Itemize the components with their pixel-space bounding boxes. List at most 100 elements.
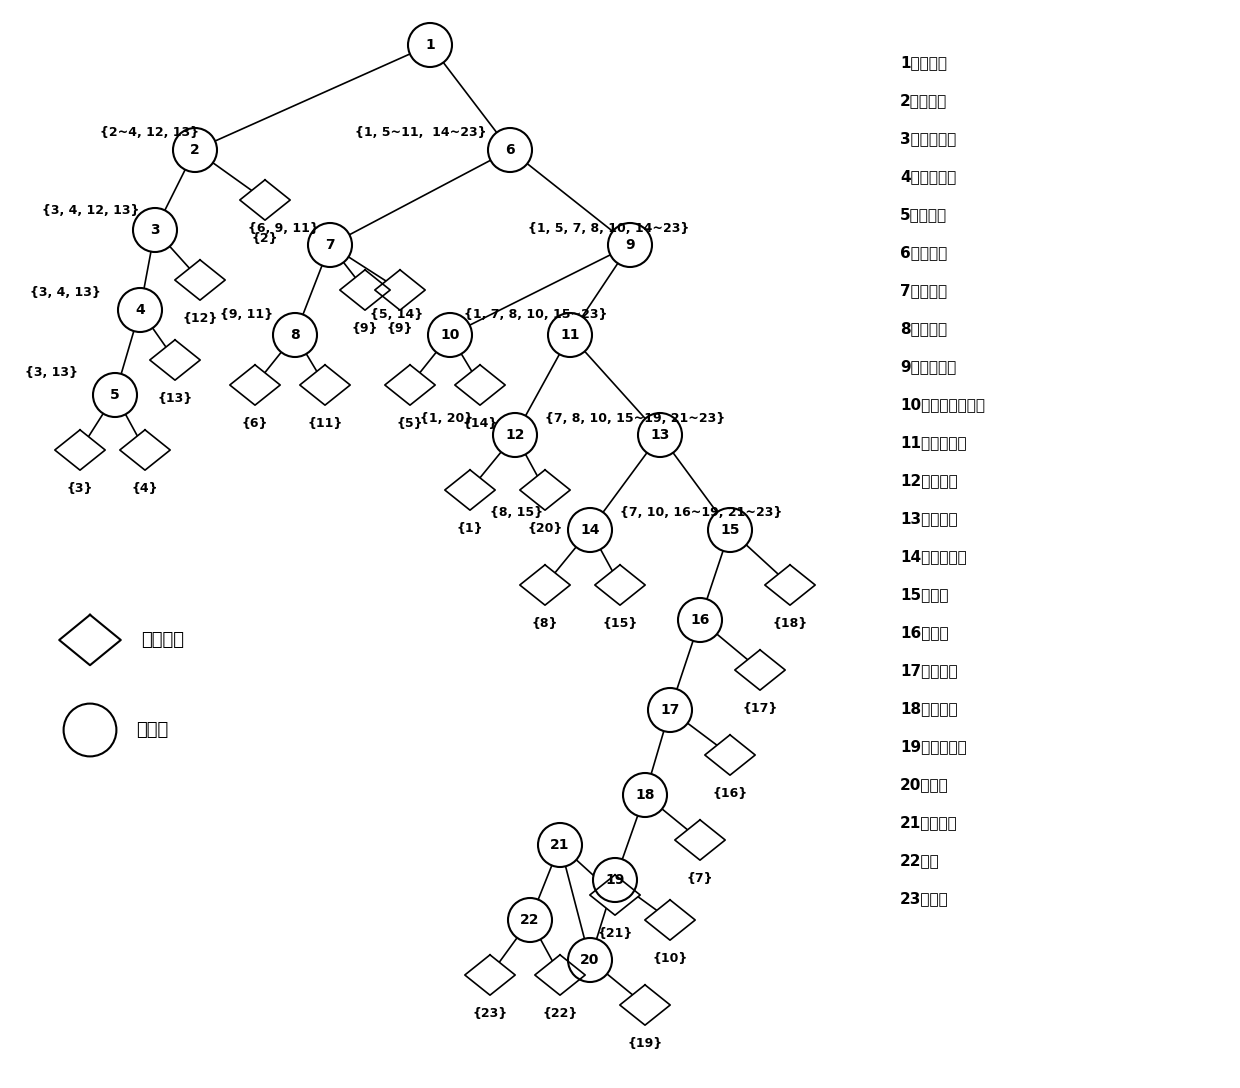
Text: 6苜蓿夜蛾: 6苜蓿夜蛾	[900, 245, 947, 260]
Text: 3: 3	[150, 223, 160, 237]
Text: {8, 15}: {8, 15}	[490, 507, 543, 519]
Polygon shape	[55, 430, 105, 470]
Text: 17: 17	[661, 703, 680, 717]
Circle shape	[608, 223, 652, 267]
Text: 12: 12	[505, 428, 525, 442]
Text: 8毛翅夜蛾: 8毛翅夜蛾	[900, 321, 947, 336]
Text: 23蓝豆娘: 23蓝豆娘	[900, 891, 949, 906]
Circle shape	[508, 898, 552, 942]
Text: {1, 5~11,  14~23}: {1, 5~11, 14~23}	[355, 126, 486, 139]
Polygon shape	[445, 470, 495, 510]
Text: 5: 5	[110, 388, 120, 401]
Polygon shape	[60, 615, 120, 665]
Text: 18: 18	[635, 788, 655, 802]
Text: 12白雪灯蛾: 12白雪灯蛾	[900, 473, 957, 489]
Circle shape	[273, 313, 317, 357]
Circle shape	[93, 373, 136, 417]
Polygon shape	[520, 565, 570, 605]
Polygon shape	[465, 955, 515, 996]
Circle shape	[63, 704, 117, 756]
Text: {11}: {11}	[308, 417, 342, 430]
Text: 15豆天蛾: 15豆天蛾	[900, 588, 949, 602]
Text: 2: 2	[190, 143, 200, 157]
Text: 16霜天蛾: 16霜天蛾	[900, 625, 949, 640]
Text: {2~4, 12, 13}: {2~4, 12, 13}	[100, 126, 200, 139]
Text: 11人纹污灯蛾: 11人纹污灯蛾	[900, 435, 967, 450]
Polygon shape	[455, 364, 505, 405]
Text: 18榆绿天蛾: 18榆绿天蛾	[900, 701, 957, 716]
Polygon shape	[340, 270, 391, 310]
Polygon shape	[374, 270, 425, 310]
Text: {1, 7, 8, 10, 15~23}: {1, 7, 8, 10, 15~23}	[464, 309, 608, 321]
Text: 16: 16	[691, 613, 709, 627]
Text: {1, 20}: {1, 20}	[420, 411, 474, 424]
Text: 21甜菜野螟: 21甜菜野螟	[900, 815, 957, 830]
Text: 20: 20	[580, 953, 600, 967]
Text: 5斜纹夜蛾: 5斜纹夜蛾	[900, 207, 947, 222]
Text: 22黄蜻: 22黄蜻	[900, 853, 940, 868]
Text: {7, 10, 16~19, 21~23}: {7, 10, 16~19, 21~23}	[620, 507, 782, 519]
Circle shape	[174, 128, 217, 172]
Circle shape	[133, 208, 177, 252]
Polygon shape	[175, 260, 226, 300]
Text: 9梨剑纹夜蛾: 9梨剑纹夜蛾	[900, 359, 956, 374]
Text: 10: 10	[440, 327, 460, 342]
Text: {15}: {15}	[603, 617, 637, 630]
Text: 21: 21	[551, 838, 569, 852]
Text: 7旋目夜蛾: 7旋目夜蛾	[900, 283, 947, 298]
Circle shape	[639, 413, 682, 457]
Text: {22}: {22}	[542, 1007, 578, 1021]
Text: 2大地老虎: 2大地老虎	[900, 92, 947, 108]
Text: {3, 4, 12, 13}: {3, 4, 12, 13}	[42, 203, 139, 217]
Text: 4绿毛地老虎: 4绿毛地老虎	[900, 169, 956, 184]
Polygon shape	[229, 364, 280, 405]
Text: {20}: {20}	[527, 522, 563, 535]
Circle shape	[308, 223, 352, 267]
Circle shape	[708, 508, 751, 552]
Text: 3八字地老虎: 3八字地老虎	[900, 131, 956, 146]
Text: {5}: {5}	[397, 417, 423, 430]
Polygon shape	[384, 364, 435, 405]
Text: {1, 5, 7, 8, 10, 14~23}: {1, 5, 7, 8, 10, 14~23}	[528, 222, 689, 235]
Text: {23}: {23}	[472, 1007, 507, 1021]
Polygon shape	[675, 820, 725, 861]
Text: {3}: {3}	[67, 482, 93, 495]
Circle shape	[494, 413, 537, 457]
Text: 15: 15	[720, 523, 740, 537]
Circle shape	[538, 823, 582, 867]
Text: {3, 4, 13}: {3, 4, 13}	[30, 285, 100, 298]
Polygon shape	[534, 955, 585, 996]
Text: {2}: {2}	[252, 232, 278, 245]
Text: {18}: {18}	[773, 617, 807, 630]
Circle shape	[568, 508, 613, 552]
Polygon shape	[735, 650, 785, 690]
Circle shape	[428, 313, 472, 357]
Text: 22: 22	[521, 913, 539, 927]
Polygon shape	[300, 364, 350, 405]
Polygon shape	[120, 430, 170, 470]
Text: 单类昆虫: 单类昆虫	[141, 631, 184, 650]
Text: 1光腹粘虫: 1光腹粘虫	[900, 55, 947, 70]
Text: {6, 9, 11}: {6, 9, 11}	[248, 222, 319, 235]
Polygon shape	[150, 339, 200, 380]
Text: {14}: {14}	[463, 417, 497, 430]
Text: 4: 4	[135, 302, 145, 317]
Polygon shape	[645, 900, 696, 940]
Text: 1: 1	[425, 38, 435, 52]
Text: {6}: {6}	[242, 417, 268, 430]
Text: 7: 7	[325, 238, 335, 252]
Text: {7, 8, 10, 15~19, 21~23}: {7, 8, 10, 15~19, 21~23}	[546, 411, 725, 424]
Text: {19}: {19}	[627, 1037, 662, 1050]
Circle shape	[408, 23, 453, 67]
Polygon shape	[520, 470, 570, 510]
Text: 19小豆日天蛾: 19小豆日天蛾	[900, 739, 967, 754]
Text: {7}: {7}	[687, 871, 713, 885]
Text: {16}: {16}	[712, 787, 748, 800]
Circle shape	[118, 288, 162, 332]
Text: {17}: {17}	[743, 702, 777, 715]
Text: 6: 6	[505, 143, 515, 157]
Text: {10}: {10}	[652, 952, 688, 965]
Polygon shape	[704, 734, 755, 775]
Text: {4}: {4}	[131, 482, 159, 495]
Polygon shape	[595, 565, 645, 605]
